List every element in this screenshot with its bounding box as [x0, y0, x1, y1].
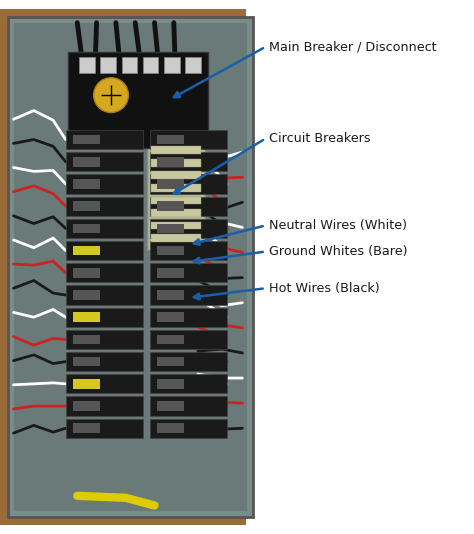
Bar: [157, 157, 184, 167]
Text: Circuit Breakers: Circuit Breakers: [269, 132, 371, 145]
Bar: [73, 201, 100, 211]
Bar: [66, 396, 143, 415]
Bar: [66, 374, 143, 394]
Bar: [164, 58, 180, 73]
Bar: [8, 17, 253, 517]
Bar: [157, 201, 184, 211]
Bar: [66, 152, 143, 171]
Bar: [150, 396, 227, 415]
Bar: [66, 219, 143, 238]
Bar: [150, 241, 227, 260]
Bar: [157, 335, 184, 344]
Bar: [246, 9, 458, 525]
Text: Hot Wires (Black): Hot Wires (Black): [269, 282, 380, 295]
Bar: [150, 352, 227, 371]
Bar: [157, 401, 184, 411]
Bar: [73, 224, 100, 233]
Bar: [150, 285, 227, 305]
Bar: [66, 352, 143, 371]
Bar: [157, 135, 184, 144]
Bar: [151, 234, 201, 242]
Bar: [151, 171, 201, 179]
Bar: [66, 241, 143, 260]
Bar: [14, 22, 247, 512]
Bar: [122, 58, 137, 73]
Bar: [66, 308, 143, 327]
Bar: [68, 52, 208, 148]
Bar: [73, 268, 100, 278]
Bar: [73, 379, 100, 389]
Bar: [100, 58, 116, 73]
Bar: [150, 130, 227, 149]
Bar: [79, 58, 95, 73]
Bar: [151, 146, 201, 154]
Bar: [157, 312, 184, 322]
Bar: [157, 179, 184, 189]
Bar: [150, 374, 227, 394]
Bar: [66, 419, 143, 438]
Bar: [157, 379, 184, 389]
Bar: [73, 157, 100, 167]
Bar: [73, 179, 100, 189]
Bar: [151, 197, 201, 204]
Bar: [66, 263, 143, 282]
Bar: [150, 263, 227, 282]
Bar: [150, 219, 227, 238]
Bar: [73, 135, 100, 144]
Bar: [150, 419, 227, 438]
Bar: [66, 174, 143, 194]
Bar: [157, 246, 184, 255]
Bar: [185, 58, 201, 73]
Bar: [66, 330, 143, 349]
Bar: [151, 184, 201, 192]
Bar: [150, 330, 227, 349]
Bar: [66, 285, 143, 305]
Bar: [66, 130, 143, 149]
Circle shape: [94, 78, 128, 113]
Bar: [73, 246, 100, 255]
Bar: [143, 58, 158, 73]
Bar: [151, 222, 201, 229]
Bar: [73, 290, 100, 300]
Bar: [157, 268, 184, 278]
Bar: [157, 290, 184, 300]
Bar: [73, 357, 100, 366]
Bar: [150, 197, 227, 216]
Bar: [157, 357, 184, 366]
Bar: [150, 308, 227, 327]
Bar: [73, 401, 100, 411]
Text: Neutral Wires (White): Neutral Wires (White): [269, 219, 408, 232]
Bar: [157, 224, 184, 233]
Bar: [151, 159, 201, 167]
Bar: [73, 312, 100, 322]
Bar: [66, 197, 143, 216]
Bar: [150, 152, 227, 171]
Bar: [150, 174, 227, 194]
Bar: [157, 423, 184, 433]
Text: Main Breaker / Disconnect: Main Breaker / Disconnect: [269, 41, 437, 53]
Text: Ground Whites (Bare): Ground Whites (Bare): [269, 245, 408, 258]
Bar: [73, 423, 100, 433]
Bar: [73, 335, 100, 344]
Bar: [147, 144, 205, 249]
Bar: [151, 209, 201, 217]
